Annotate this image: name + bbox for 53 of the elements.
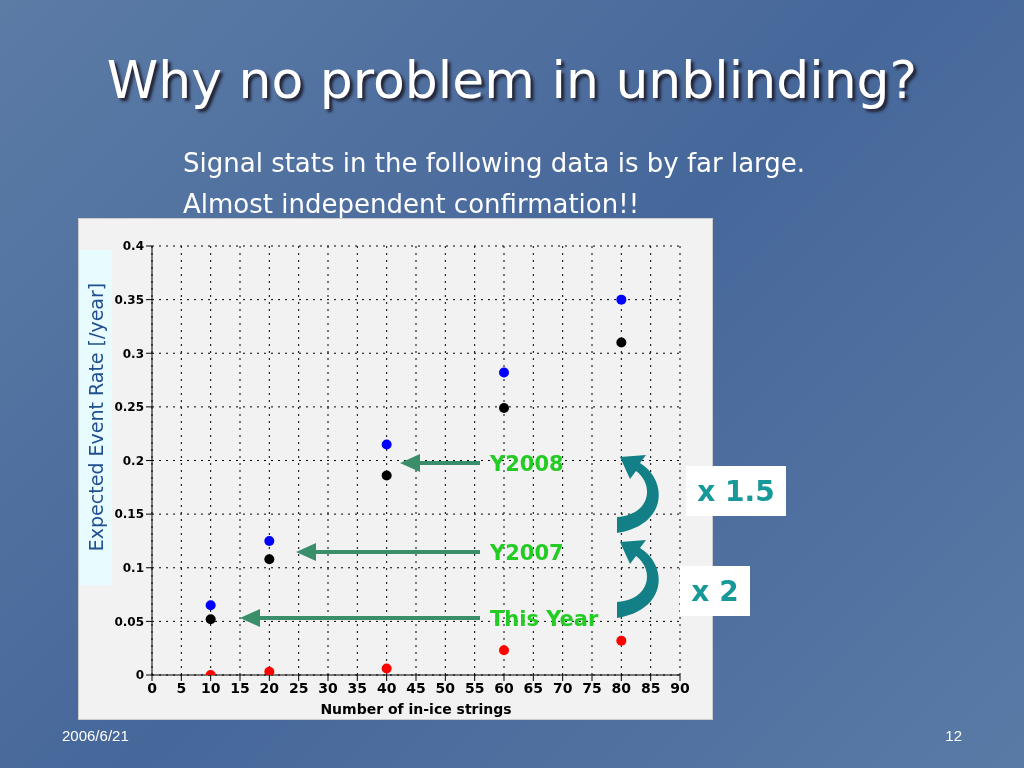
x-tick-label: 10 — [200, 679, 221, 696]
point — [205, 614, 216, 625]
point — [616, 635, 627, 646]
text: 12 — [945, 727, 962, 744]
x-tick-label: 55 — [464, 679, 485, 696]
x-tick-label: 30 — [318, 679, 338, 696]
x-tick-label: 60 — [494, 679, 514, 696]
y-tick-label: 0.05 — [114, 614, 144, 629]
x-tick-label: 70 — [552, 679, 573, 696]
x-tick-label: 5 — [176, 679, 187, 696]
x-tick-label: 35 — [347, 679, 368, 696]
chart-subtitle: Signal stats in the following data is by far large. Almost independent confirmation!! — [183, 147, 806, 221]
point — [616, 337, 627, 348]
x-tick-label: 90 — [670, 679, 690, 696]
point — [264, 535, 275, 546]
text: x 2 — [680, 566, 750, 616]
x-tick-label: 25 — [288, 679, 309, 696]
point — [381, 439, 392, 450]
point — [381, 663, 392, 674]
chart-title: Why no problem in unblinding? — [105, 50, 919, 110]
point — [205, 600, 216, 611]
annotation: Y2008 — [489, 452, 564, 476]
y-tick-label: 0.4 — [122, 239, 144, 254]
y-tick-label: 0.15 — [114, 507, 144, 522]
x-tick-label: 0 — [147, 679, 158, 696]
point — [499, 402, 509, 413]
point — [264, 666, 275, 675]
x-tick-label: 80 — [611, 679, 632, 696]
point — [499, 367, 509, 378]
y-axis-title: Expected Event Rate [/year] — [85, 282, 107, 552]
y-tick-label: 0.3 — [122, 346, 144, 361]
annotation: This Year — [490, 607, 599, 631]
y-tick-label: 0.2 — [122, 453, 144, 468]
point — [499, 645, 509, 656]
y-tick-label: 0.35 — [114, 292, 144, 307]
x-tick-label: 85 — [640, 679, 661, 696]
y-tick-label: 0.25 — [114, 400, 144, 415]
x-tick-label: 45 — [406, 679, 426, 696]
x-tick-label: 20 — [259, 679, 280, 696]
x-tick-label: 15 — [230, 679, 250, 696]
x-tick-label: 50 — [435, 679, 456, 696]
point — [264, 554, 275, 565]
x-tick-label: 65 — [523, 679, 544, 696]
x-tick-label: 75 — [582, 679, 602, 696]
x-axis-title: Number of in-ice strings — [320, 701, 512, 717]
annotation: Y2007 — [489, 541, 564, 565]
y-tick-label: 0 — [135, 668, 144, 683]
text: x 1.5 — [686, 466, 786, 516]
point — [381, 470, 392, 481]
text: 2006/6/21 — [62, 727, 129, 744]
x-tick-label: 40 — [376, 679, 397, 696]
point — [616, 294, 627, 305]
y-tick-label: 0.1 — [122, 561, 144, 576]
